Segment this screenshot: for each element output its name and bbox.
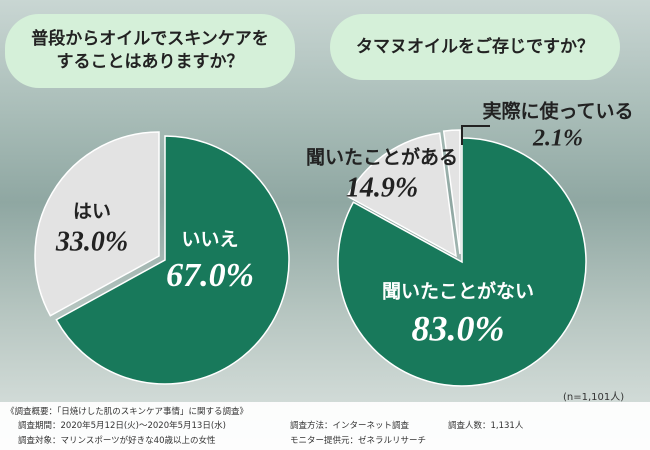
question-2: タマヌオイルをご存じですか？ xyxy=(330,14,620,80)
question-1: 普段からオイルでスキンケアをすることはありますか？ xyxy=(5,14,295,88)
survey-method: 調査方法：インターネット調査 xyxy=(290,421,410,431)
slice-value: 33.0% xyxy=(55,226,128,257)
pie-slice xyxy=(337,137,587,387)
survey-target: 調査対象：マリンスポーツが好きな40歳以上の女性 xyxy=(18,436,216,446)
slice-label: はい xyxy=(73,201,111,223)
slice-value: 2.1% xyxy=(532,126,583,152)
pie-slice xyxy=(442,129,461,255)
survey-footer: 《調査概要：「日焼けした肌のスキンケア事情」に関する調査》 調査期間：2020年… xyxy=(0,402,650,450)
survey-count: 調査人数：1,131人 xyxy=(448,421,524,431)
slice-value: 14.9% xyxy=(346,172,418,203)
pie-slice xyxy=(34,131,160,317)
survey-heading: 《調査概要：「日焼けした肌のスキンケア事情」に関する調査》 xyxy=(6,407,248,417)
pie-slice xyxy=(55,135,290,385)
slice-value: 67.0% xyxy=(166,257,254,294)
slice-value: 83.0% xyxy=(412,308,505,348)
slice-label: 実際に使っている xyxy=(482,100,633,123)
slice-label: いいえ xyxy=(181,229,238,251)
pie-slice xyxy=(346,132,457,258)
survey-period: 調査期間：2020年5月12日(火)～2020年5月13日(水) xyxy=(18,421,226,431)
sample-size: (n=1,101人) xyxy=(563,392,625,403)
slice-label: 聞いたことがある xyxy=(306,146,458,169)
survey-provider: モニター提供元：ゼネラルリサーチ xyxy=(290,436,427,446)
leader-line xyxy=(461,125,490,145)
slice-label: 聞いたことがない xyxy=(382,280,534,303)
